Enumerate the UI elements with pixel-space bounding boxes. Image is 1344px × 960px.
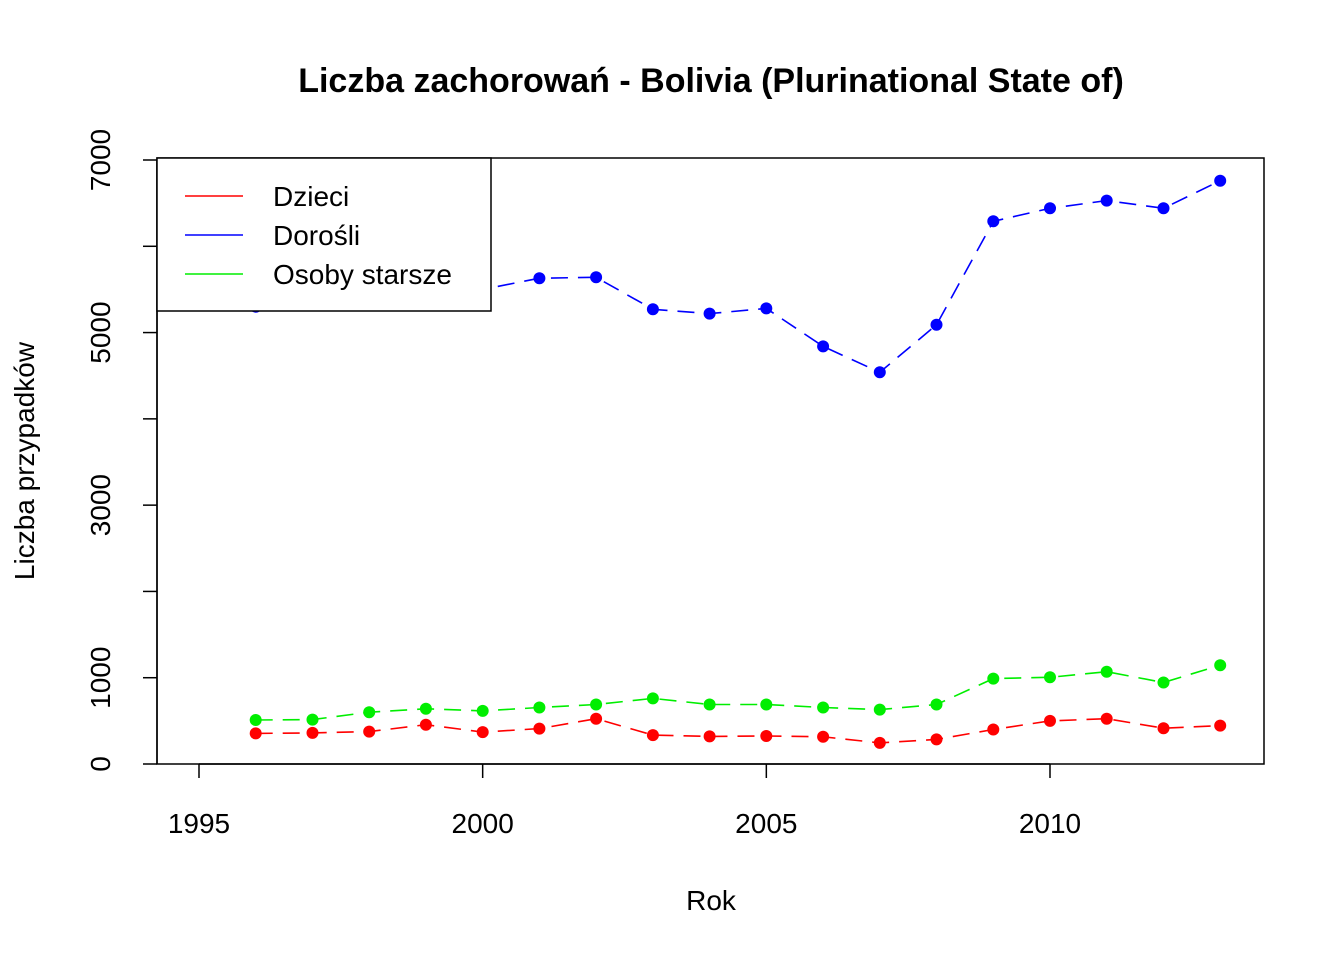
series-2-point-2006 — [817, 701, 830, 714]
series-1-point-2008 — [930, 318, 943, 331]
series-0-point-2000 — [476, 726, 489, 739]
series-0-point-1999 — [419, 718, 432, 731]
x-tick-label-2005: 2005 — [735, 808, 797, 839]
series-2-point-1996 — [249, 714, 262, 726]
series-line-1 — [255, 179, 1221, 374]
series-1-point-2004 — [703, 307, 716, 320]
series-0-point-1997 — [306, 726, 319, 739]
chart-title: Liczba zachorowań - Bolivia (Plurination… — [298, 62, 1124, 100]
series-0-point-2006 — [817, 730, 830, 743]
series-2-point-2013 — [1214, 659, 1227, 672]
series-2-point-1999 — [419, 702, 432, 715]
y-tick-label-0: 0 — [85, 756, 116, 772]
series-0-point-2012 — [1157, 722, 1170, 735]
series-1-point-2010 — [1044, 202, 1056, 215]
legend-label-2: Osoby starsze — [273, 259, 452, 290]
series-2-point-2001 — [533, 701, 546, 714]
y-axis-label: Liczba przypadków — [9, 341, 40, 580]
series-0-point-1998 — [363, 725, 376, 738]
y-axis: 0 1000 3000 5000 7000 — [85, 129, 158, 772]
y-tick-label-1000: 1000 — [85, 647, 116, 709]
legend: Dzieci Dorośli Osoby starsze — [156, 157, 492, 312]
legend-label-0: Dzieci — [273, 181, 349, 212]
series-1-point-2005 — [760, 302, 773, 315]
series-2-point-2012 — [1157, 676, 1170, 689]
series-1-point-2011 — [1100, 194, 1113, 207]
series-1-point-2013 — [1214, 174, 1227, 187]
series-0-point-2008 — [930, 733, 943, 746]
series-0-point-2004 — [703, 730, 716, 743]
series-0-point-1996 — [249, 727, 262, 740]
series-2-point-2007 — [873, 703, 886, 716]
series-2-point-2009 — [987, 672, 1000, 685]
y-tick-label-3000: 3000 — [85, 474, 116, 536]
series-2-point-2003 — [646, 692, 659, 705]
series-1-point-2012 — [1157, 202, 1170, 215]
series-0-point-2001 — [533, 722, 546, 735]
y-tick-label-7000: 7000 — [85, 129, 116, 191]
series-2-point-1997 — [306, 713, 319, 726]
series-1-point-2003 — [646, 303, 659, 316]
series-0-point-2009 — [987, 723, 1000, 736]
series-0-point-2003 — [646, 729, 659, 742]
series-2-point-2004 — [703, 698, 716, 711]
series-0-point-2002 — [590, 712, 603, 725]
series-0-point-2011 — [1100, 712, 1113, 725]
series-line-0 — [255, 717, 1221, 744]
series-2-point-2005 — [760, 698, 773, 711]
x-axis: 1995 2000 2005 2010 — [168, 763, 1081, 839]
series-line-2 — [255, 664, 1221, 721]
series-0-point-2007 — [873, 736, 886, 749]
x-axis-label: Rok — [686, 885, 737, 916]
series-1-point-2007 — [873, 366, 886, 379]
series-1-point-2002 — [590, 271, 603, 284]
legend-label-1: Dorośli — [273, 220, 360, 251]
series-2-point-1998 — [363, 706, 376, 719]
series-0-point-2005 — [760, 730, 773, 742]
series-2-point-2000 — [476, 704, 489, 717]
series-1-point-2009 — [987, 215, 1000, 228]
series-2-point-2011 — [1100, 665, 1113, 678]
series-2-point-2010 — [1044, 671, 1056, 684]
series-1-point-2001 — [533, 272, 546, 285]
series-0-point-2010 — [1044, 714, 1056, 727]
x-tick-label-1995: 1995 — [168, 808, 230, 839]
series-2-point-2008 — [930, 698, 943, 711]
x-tick-label-2000: 2000 — [452, 808, 514, 839]
y-tick-label-5000: 5000 — [85, 301, 116, 363]
series-1-point-2006 — [817, 340, 830, 353]
x-tick-label-2010: 2010 — [1019, 808, 1081, 839]
series-0-point-2013 — [1214, 719, 1227, 732]
series-2-point-2002 — [590, 698, 603, 711]
